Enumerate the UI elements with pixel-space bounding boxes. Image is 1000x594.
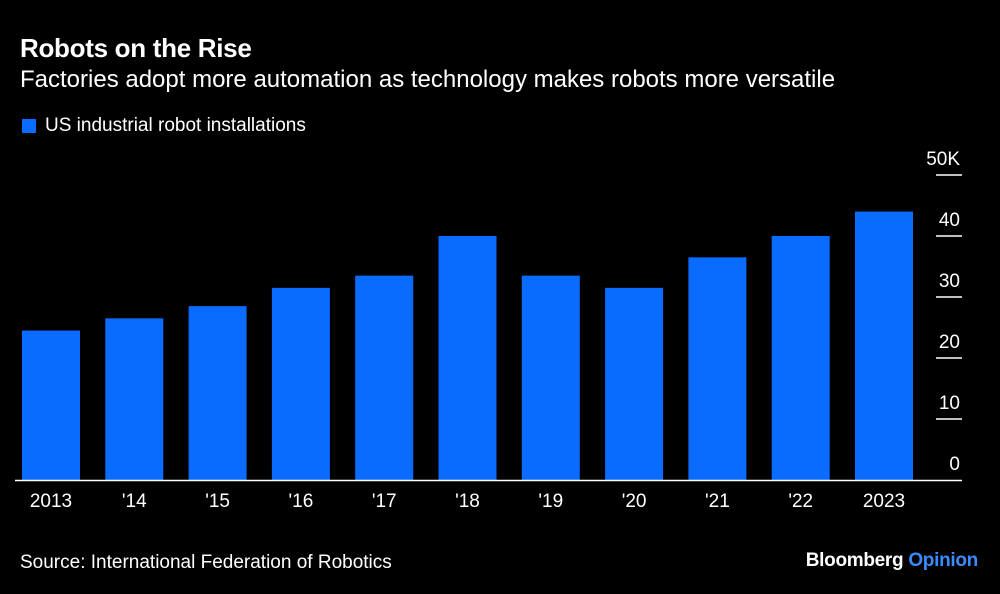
- chart-subtitle: Factories adopt more automation as techn…: [20, 66, 836, 93]
- x-tick-label: 2013: [30, 491, 72, 512]
- legend-label: US industrial robot installations: [45, 115, 306, 136]
- x-tick-label: '22: [788, 491, 813, 512]
- x-tick-label: '17: [372, 491, 397, 512]
- y-tick-label: 50K: [926, 149, 960, 170]
- bar: [855, 211, 913, 480]
- bar: [771, 236, 830, 480]
- y-tick-label: 40: [939, 210, 960, 231]
- brand-logo: Bloomberg Opinion: [805, 550, 979, 572]
- bar: [688, 257, 747, 480]
- bar: [22, 330, 80, 480]
- bar: [105, 318, 164, 480]
- x-tick-label: '20: [622, 491, 647, 512]
- y-tick-label: 0: [949, 454, 960, 475]
- x-tick-label: '21: [705, 491, 730, 512]
- chart-title: Robots on the Rise: [20, 33, 252, 63]
- x-tick-label: '16: [289, 491, 314, 512]
- x-tick-label: '19: [538, 491, 563, 512]
- y-tick-label: 10: [939, 393, 960, 414]
- legend: US industrial robot installations: [22, 115, 306, 137]
- x-tick-label: '14: [122, 491, 147, 512]
- y-tick-label: 30: [939, 271, 960, 292]
- bar: [355, 275, 414, 480]
- bar: [271, 287, 330, 480]
- legend-swatch: [22, 119, 36, 133]
- bar: [521, 275, 580, 480]
- x-tick-label: '15: [205, 491, 230, 512]
- bar: [188, 306, 247, 480]
- x-tick-label: '18: [455, 491, 480, 512]
- bar: [605, 287, 664, 480]
- source-note: Source: International Federation of Robo…: [20, 552, 392, 573]
- x-tick-label: 2023: [863, 491, 905, 512]
- bar: [438, 236, 497, 480]
- y-tick-label: 20: [939, 332, 960, 353]
- brand-section: Opinion: [908, 550, 978, 571]
- brand-name: Bloomberg: [805, 550, 904, 571]
